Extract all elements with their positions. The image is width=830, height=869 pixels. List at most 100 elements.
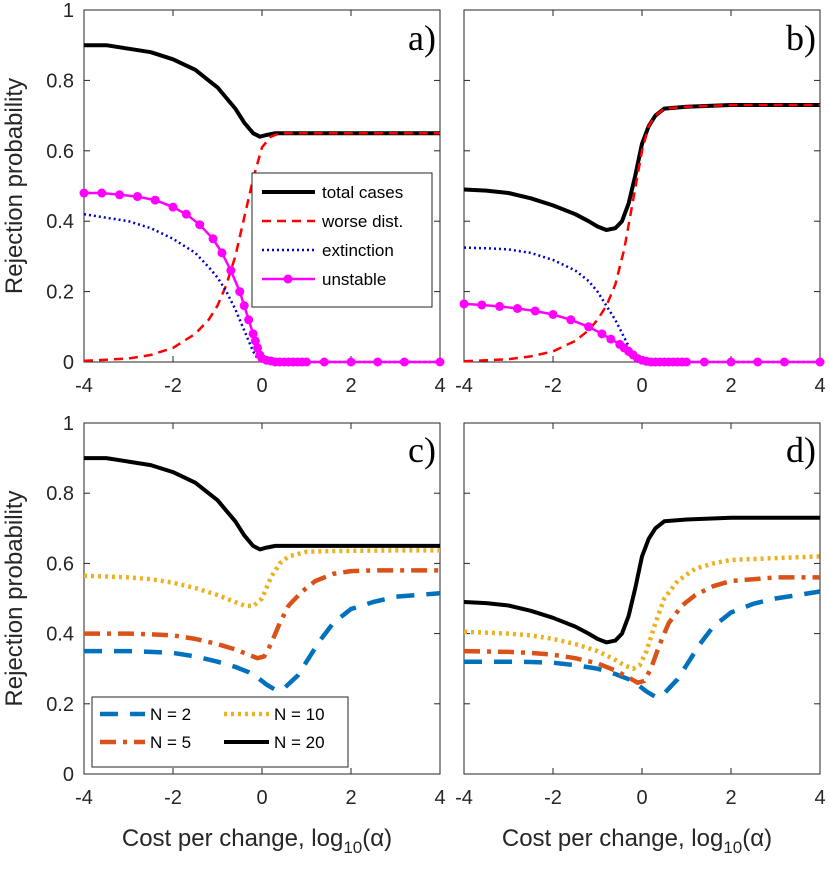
x-tick-label: 4 <box>434 375 445 397</box>
x-axis-label-text: Cost per change, log <box>502 825 723 852</box>
data-point <box>195 220 205 230</box>
x-tick-label: -2 <box>164 375 182 397</box>
axes-box <box>463 9 821 363</box>
series-line-n-2 <box>464 589 821 700</box>
panel-b: -4 -2 0 2 4 b) <box>455 9 826 397</box>
x-tick-label: 2 <box>345 787 356 809</box>
legend-entry-label: N = 5 <box>150 733 191 752</box>
y-tick-label: 0.2 <box>46 694 74 716</box>
x-tick-label: -2 <box>544 787 562 809</box>
panel-label: d) <box>786 430 816 470</box>
data-point <box>208 234 218 244</box>
x-tick-label: 2 <box>725 787 736 809</box>
data-point <box>512 303 522 313</box>
y-tick-label: 0.6 <box>46 553 74 575</box>
x-tick-label: 0 <box>636 375 647 397</box>
x-tick-label: 4 <box>814 787 825 809</box>
data-point <box>239 301 249 311</box>
x-axis-label-tail: (α) <box>362 825 392 852</box>
data-point <box>399 357 409 367</box>
x-tick-label: 2 <box>345 375 356 397</box>
data-point <box>168 202 178 212</box>
series-line-n-5 <box>84 568 440 661</box>
y-tick-label: 1 <box>63 413 74 435</box>
series-line-n-10 <box>83 548 440 609</box>
data-point <box>115 190 125 200</box>
y-tick-label: 1 <box>63 0 74 22</box>
x-axis-label-tail: (α) <box>742 825 772 852</box>
data-point <box>459 299 469 309</box>
data-point <box>248 329 258 339</box>
y-tick-label: 0 <box>63 764 74 786</box>
x-tick-label: 4 <box>814 375 825 397</box>
x-tick-label: -4 <box>455 375 473 397</box>
data-point <box>253 343 263 353</box>
data-point <box>319 357 329 367</box>
data-point <box>302 357 311 367</box>
legend-entry-label: unstable <box>322 270 386 289</box>
y-axis-label: Rejection probability <box>1 78 28 294</box>
legend-box <box>91 696 349 768</box>
x-tick-label: -2 <box>164 787 182 809</box>
panel-label: a) <box>408 18 436 58</box>
panel-label: b) <box>786 18 816 58</box>
data-point <box>606 334 616 344</box>
x-tick-label: 4 <box>434 787 445 809</box>
x-axis-label: Cost per change, log10(α) <box>122 825 392 857</box>
data-point <box>217 248 227 258</box>
series-line-worse-dist- <box>463 103 820 363</box>
y-tick-label: 0 <box>63 352 74 374</box>
data-point <box>181 209 191 219</box>
data-point <box>373 357 383 367</box>
data-point <box>244 315 254 325</box>
data-point <box>79 188 89 198</box>
series-line-n-20 <box>463 515 820 645</box>
data-point <box>584 322 594 332</box>
data-point <box>226 265 236 275</box>
legend-entry-label: total cases <box>322 183 403 202</box>
data-point <box>250 336 260 346</box>
y-tick-label: 0.4 <box>46 211 74 233</box>
data-point <box>132 192 142 202</box>
data-point <box>548 309 558 319</box>
legend-entry-label: N = 2 <box>150 705 191 724</box>
y-tick-label: 0.6 <box>46 141 74 163</box>
legend: total cases worse dist. extinction unstable <box>251 172 433 308</box>
panel-label: c) <box>408 430 436 470</box>
data-point <box>699 357 709 367</box>
y-axis-label: Rejection probability <box>1 490 28 706</box>
x-tick-label: -4 <box>75 787 93 809</box>
data-point <box>235 287 245 297</box>
data-point <box>435 357 445 367</box>
data-point <box>597 329 607 339</box>
legend-box <box>251 172 433 308</box>
data-point <box>682 357 691 367</box>
x-tick-label: 0 <box>636 787 647 809</box>
series-line-n-20 <box>84 456 440 552</box>
data-point <box>753 357 763 367</box>
axes-box <box>463 422 821 775</box>
data-point <box>495 301 505 311</box>
legend-entry-label: worse dist. <box>321 212 403 231</box>
data-point <box>346 357 356 367</box>
x-axis-label-text: Cost per change, log <box>122 825 343 852</box>
series-line-worse-dist- <box>83 131 440 363</box>
data-point <box>530 306 540 316</box>
series-line-n-5 <box>463 575 820 685</box>
x-tick-label: 0 <box>256 787 267 809</box>
x-axis-label-subscript: 10 <box>723 838 742 857</box>
series-line-n-2 <box>84 590 441 693</box>
x-tick-label: 0 <box>256 375 267 397</box>
data-point <box>477 300 487 310</box>
y-tick-label: 0.8 <box>46 70 74 92</box>
x-axis-label-subscript: 10 <box>343 838 362 857</box>
x-tick-label: 2 <box>725 375 736 397</box>
data-point <box>726 357 736 367</box>
x-tick-label: -2 <box>544 375 562 397</box>
data-point <box>566 315 576 325</box>
series-line-total-cases <box>463 103 820 232</box>
y-tick-label: 0.2 <box>46 282 74 304</box>
legend-marker <box>283 274 293 284</box>
